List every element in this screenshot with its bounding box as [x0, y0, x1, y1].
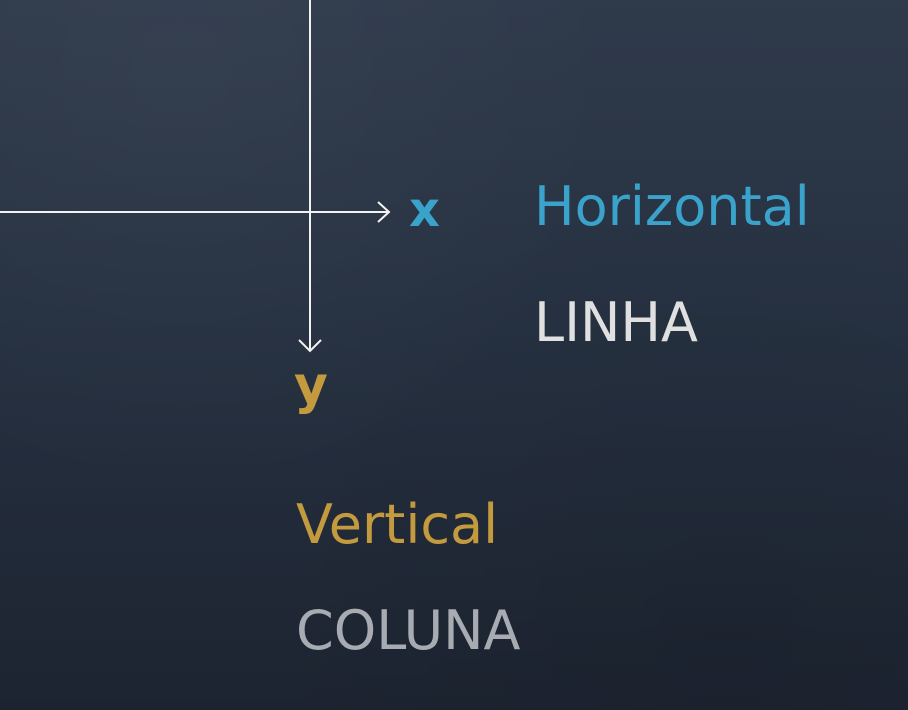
- x-axis-label: x: [409, 182, 440, 238]
- horizontal-title: Horizontal: [534, 175, 810, 238]
- vertical-term: COLUNA: [296, 599, 521, 662]
- horizontal-term: LINHA: [534, 291, 698, 354]
- vertical-title: Vertical: [296, 493, 499, 556]
- y-axis-arrowhead: [298, 339, 322, 353]
- x-axis-arrowhead: [377, 201, 391, 223]
- y-axis-label: y: [294, 356, 328, 416]
